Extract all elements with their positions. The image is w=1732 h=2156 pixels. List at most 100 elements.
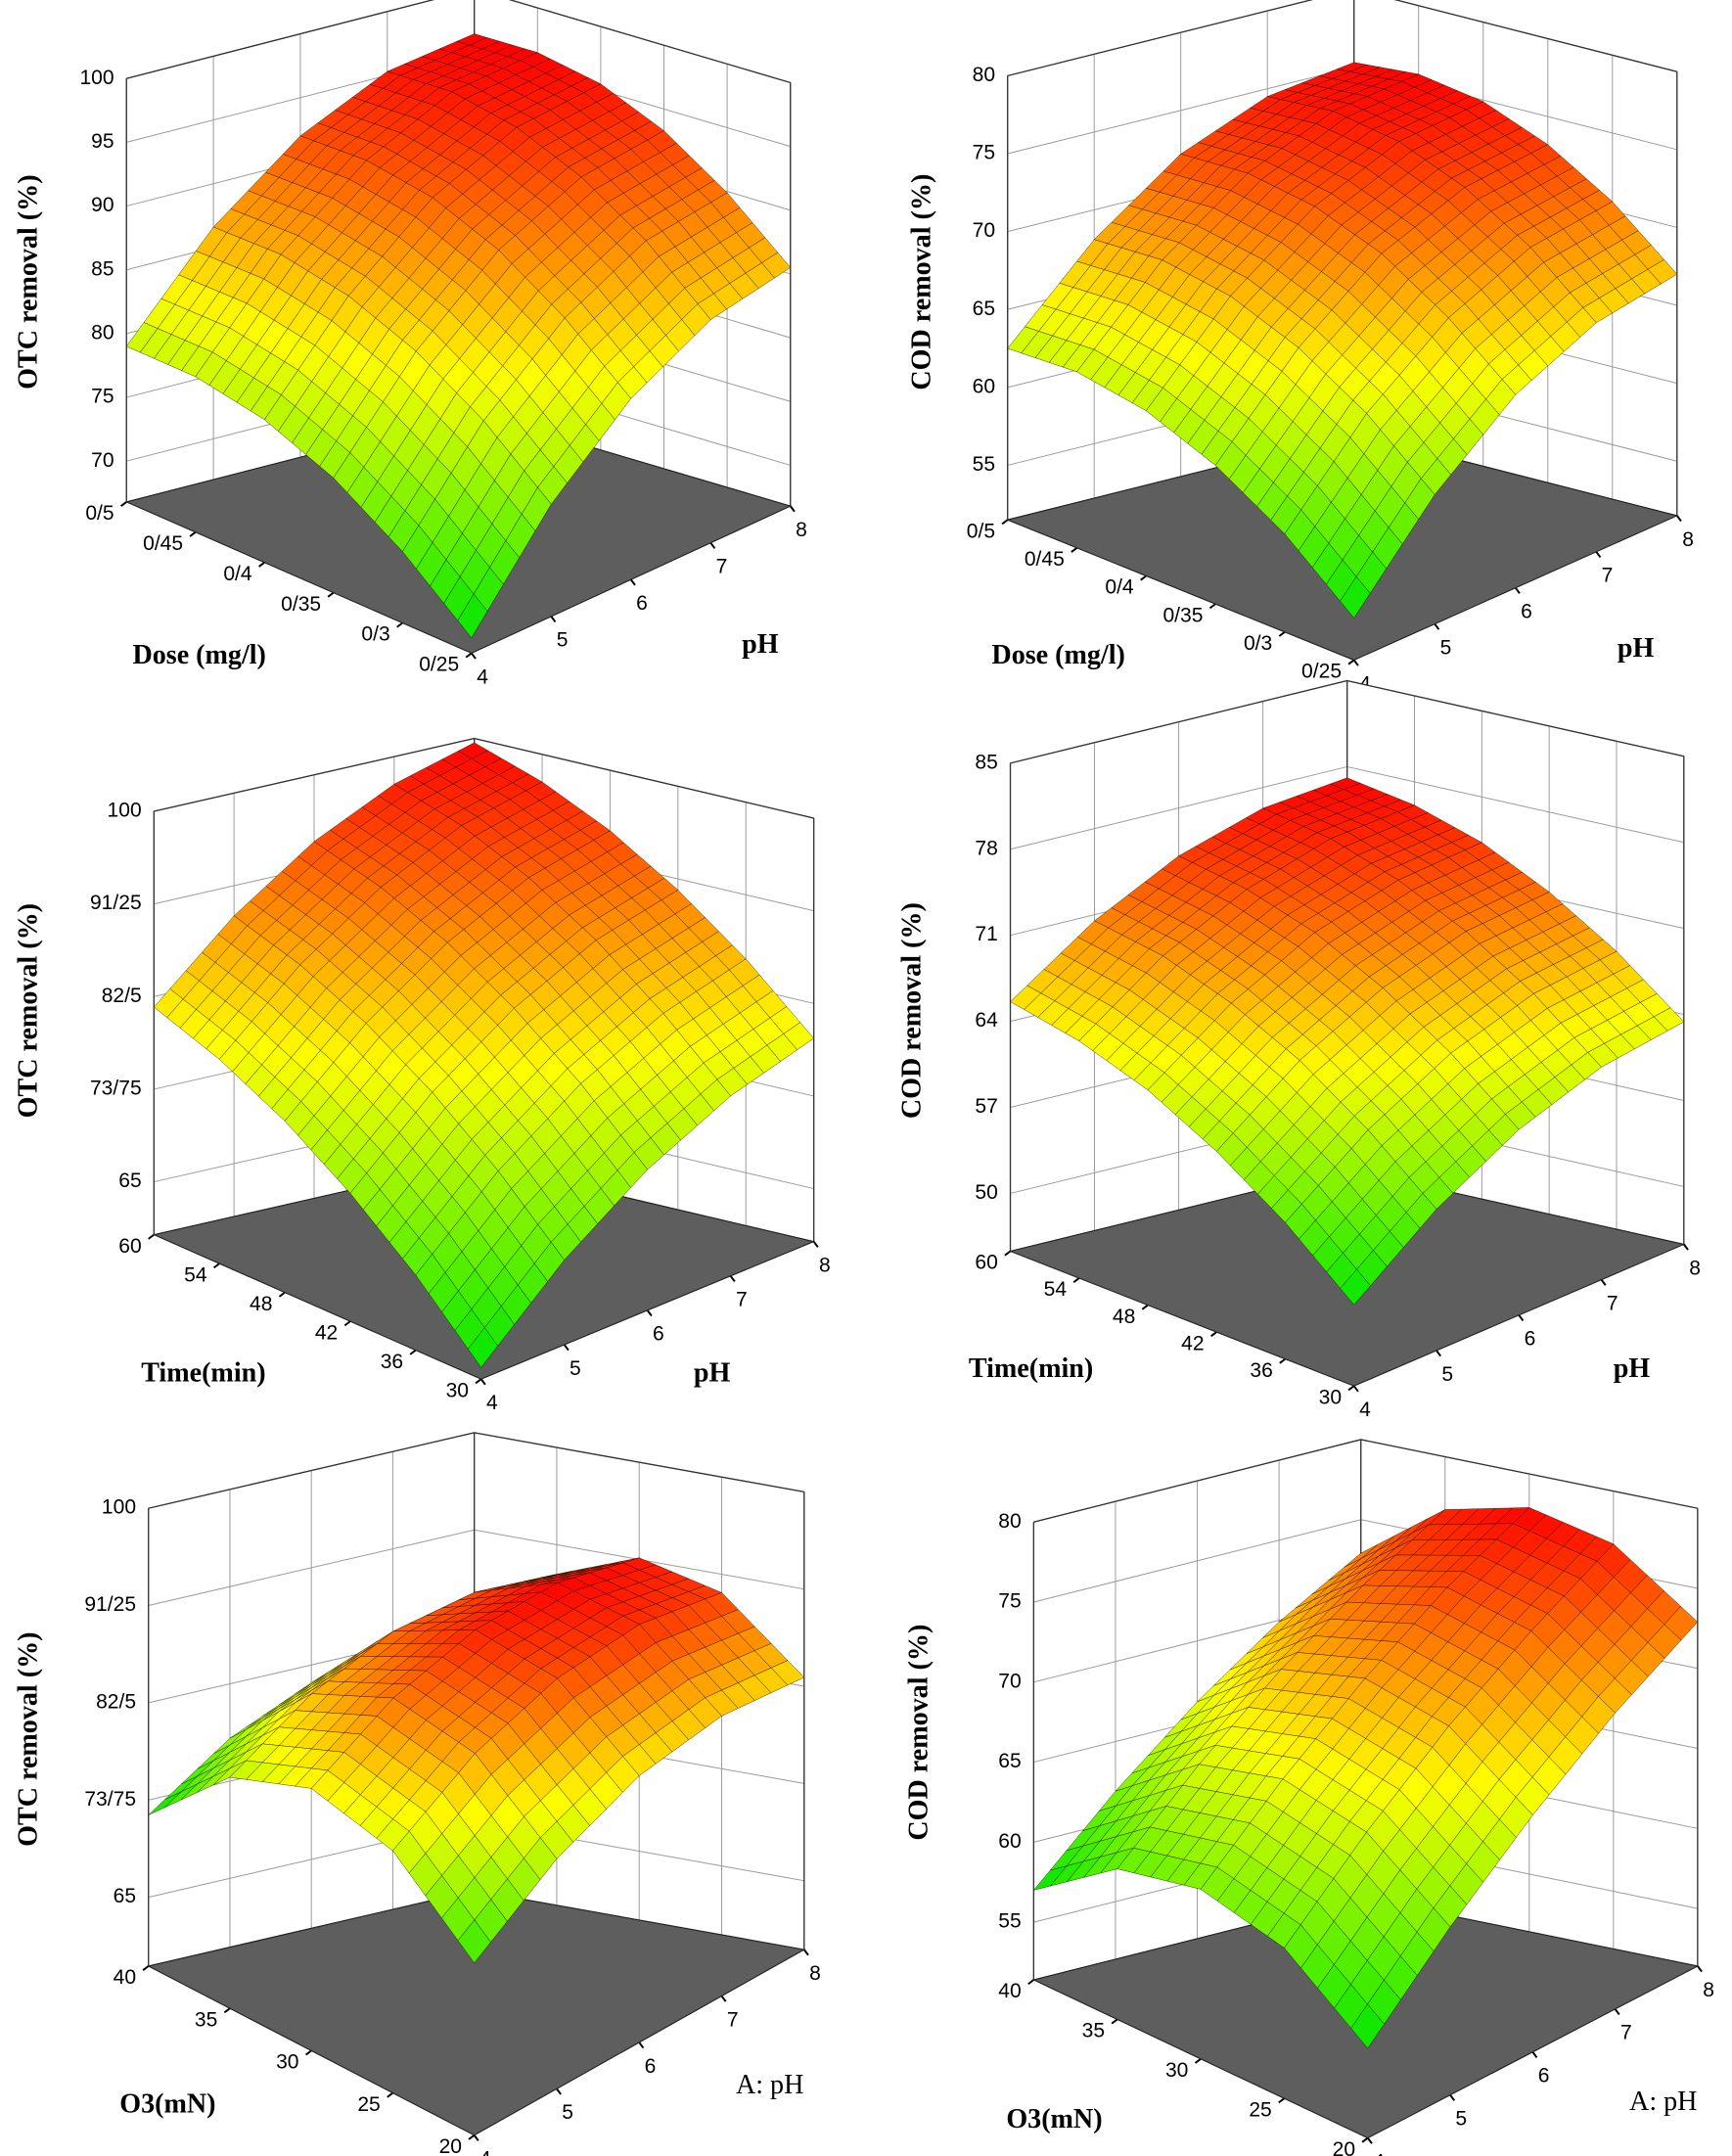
x-tick-mark bbox=[223, 2007, 231, 2014]
surface-cell bbox=[310, 1629, 477, 1699]
y-tick-label: 8 bbox=[809, 1962, 821, 1985]
y-axis-label: A: pH bbox=[736, 2070, 803, 2100]
x-tick-label: 40 bbox=[114, 1966, 136, 1989]
x-tick-label: 30 bbox=[446, 1379, 469, 1401]
box-edge bbox=[1010, 679, 1684, 764]
x-tick-label: 0/4 bbox=[1105, 576, 1134, 599]
surface-cell bbox=[1214, 346, 1367, 534]
z-tick-label: 82/5 bbox=[102, 985, 142, 1007]
surface-cell bbox=[475, 1557, 640, 1593]
z-tick-label: 78 bbox=[975, 837, 997, 859]
z-tick-label: 82/5 bbox=[96, 1690, 136, 1713]
y-tick-mark bbox=[1531, 2051, 1538, 2058]
surface-plot: 556065707580202530354045678O3(mN)A: pHCO… bbox=[904, 1439, 1714, 2156]
y-tick-label: 8 bbox=[1689, 1257, 1701, 1279]
surface-cell bbox=[1382, 931, 1534, 1054]
x-tick-label: 0/25 bbox=[419, 654, 459, 676]
surface-cell bbox=[402, 420, 552, 639]
y-tick-mark bbox=[1600, 1279, 1607, 1286]
x-tick-label: 0/4 bbox=[223, 563, 252, 585]
surface-cell bbox=[516, 83, 664, 178]
surface-cell bbox=[392, 1753, 558, 1964]
y-tick-mark bbox=[1352, 659, 1359, 666]
surface-cell bbox=[1076, 259, 1231, 412]
x-tick-label: 0/5 bbox=[85, 502, 114, 525]
x-axis-label: O3(mN) bbox=[1006, 2104, 1102, 2134]
x-tick-mark bbox=[189, 531, 197, 537]
z-axis-label: OTC removal (%) bbox=[13, 174, 43, 389]
x-tick-label: 0/3 bbox=[1244, 632, 1272, 655]
y-tick-label: 7 bbox=[1607, 1292, 1618, 1314]
y-tick-label: 5 bbox=[1441, 1363, 1453, 1386]
z-tick-label: 75 bbox=[973, 142, 995, 164]
box-edge bbox=[148, 1432, 804, 1509]
z-axis-label: COD removal (%) bbox=[897, 902, 928, 1119]
x-tick-mark bbox=[1140, 574, 1147, 581]
x-tick-label: 35 bbox=[195, 2008, 217, 2031]
surface-cell bbox=[1032, 1764, 1201, 1891]
y-tick-label: 5 bbox=[1440, 636, 1452, 659]
y-tick-label: 6 bbox=[1538, 2065, 1550, 2087]
y-axis-label: pH bbox=[1618, 633, 1655, 664]
surface-cell bbox=[392, 1629, 558, 1754]
surface-cell bbox=[1330, 804, 1482, 881]
surface-cell bbox=[1530, 1543, 1699, 1714]
surface-cell bbox=[229, 1693, 394, 1789]
box-edge bbox=[1033, 1439, 1699, 1523]
z-tick-label: 100 bbox=[108, 800, 142, 822]
surface-plot: 70 75 80 85 90 95 100 0/25 0/3 0/35 0/4 0/45 0/5 4 5 6 7… bbox=[13, 0, 807, 688]
surface-cell bbox=[1180, 96, 1334, 174]
surface-cell bbox=[1117, 1764, 1284, 1890]
x-tick-mark bbox=[1001, 519, 1009, 526]
y-tick-label: 4 bbox=[1373, 2150, 1385, 2156]
surface-facet bbox=[457, 593, 488, 639]
y-axis-label: pH bbox=[694, 1357, 731, 1388]
x-tick-mark bbox=[1111, 2018, 1118, 2025]
z-axis-label: OTC removal (%) bbox=[13, 903, 43, 1118]
x-tick-label: 30 bbox=[1319, 1386, 1342, 1408]
y-tick-mark bbox=[720, 1995, 727, 2002]
x-tick-label: 0/45 bbox=[1025, 548, 1065, 571]
x-tick-label: 25 bbox=[1249, 2098, 1271, 2121]
z-tick-label: 57 bbox=[975, 1095, 997, 1118]
surface-cell bbox=[229, 1630, 394, 1739]
x-tick-label: 35 bbox=[1082, 2020, 1105, 2042]
x-tick-mark bbox=[1347, 1385, 1355, 1392]
z-tick-label: 100 bbox=[79, 67, 114, 89]
surface-facet bbox=[467, 1327, 498, 1368]
x-tick-mark bbox=[396, 621, 403, 628]
surface-cell bbox=[1364, 1586, 1532, 1726]
surface-cell bbox=[233, 841, 382, 966]
x-tick-label: 42 bbox=[315, 1321, 338, 1344]
surface-cell bbox=[451, 52, 602, 128]
x-axis-label: Dose (mg/l) bbox=[991, 640, 1124, 670]
surface-cell bbox=[415, 250, 566, 422]
surface-cell bbox=[1282, 1677, 1449, 1833]
y-tick-label: 6 bbox=[1525, 1328, 1536, 1351]
y-tick-label: 8 bbox=[1703, 1979, 1714, 2001]
x-tick-mark bbox=[1071, 547, 1078, 553]
surface-cell bbox=[1230, 206, 1383, 348]
surface-cell bbox=[1314, 879, 1467, 988]
y-tick-label: 7 bbox=[736, 1289, 748, 1311]
z-tick-label: 80 bbox=[998, 1510, 1021, 1533]
x-tick-label: 54 bbox=[1044, 1278, 1068, 1301]
surface-cell bbox=[333, 350, 484, 552]
x-tick-label: 25 bbox=[357, 2093, 380, 2116]
y-tick-mark bbox=[1697, 1965, 1703, 1973]
x-tick-label: 0/3 bbox=[361, 623, 389, 646]
surface-cell bbox=[299, 70, 453, 161]
z-tick-label: 71 bbox=[975, 923, 997, 945]
surface-cell bbox=[415, 1170, 565, 1368]
surface-cell bbox=[1278, 1509, 1445, 1623]
surface-cell bbox=[475, 1677, 640, 1859]
z-tick-label: 60 bbox=[998, 1830, 1021, 1853]
surface-cell bbox=[1247, 111, 1400, 207]
x-tick-mark bbox=[343, 1320, 351, 1327]
surface-cell bbox=[1397, 842, 1550, 932]
surface-cell bbox=[498, 176, 647, 319]
z-tick-label: 70 bbox=[973, 219, 995, 242]
x-tick-mark bbox=[1208, 603, 1216, 610]
z-tick-label: 95 bbox=[91, 130, 114, 153]
